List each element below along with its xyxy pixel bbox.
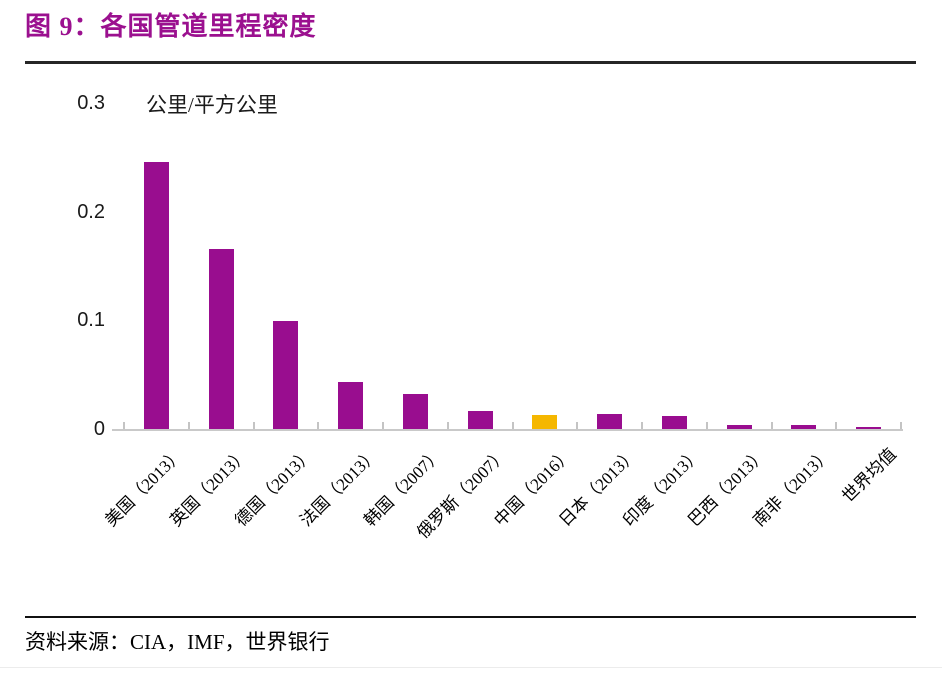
source-label: 资料来源： — [25, 630, 130, 654]
category-slot: 世界均值 — [835, 103, 901, 506]
x-axis-tick — [576, 422, 579, 429]
category-slot: 日本（2013） — [555, 103, 642, 530]
category-slot: 韩国（2007） — [361, 103, 448, 530]
page-bottom-hairline — [0, 667, 942, 668]
plot-area: 美国（2013） 英国（2013） 德国（2013） 法国（2013） 韩国（2007）… — [102, 103, 903, 542]
x-axis-tick — [382, 422, 384, 429]
source-line: 资料来源：CIA，IMF，世界银行 — [25, 626, 330, 656]
title-divider-rule — [25, 61, 916, 64]
y-axis-tick-label: 0.3 — [77, 92, 105, 114]
bar — [208, 248, 234, 429]
bar — [856, 426, 882, 429]
category-slot: 法国（2013） — [296, 103, 383, 530]
y-axis-tick-label: 0.2 — [77, 200, 105, 223]
figure-title: 图 9：各国管道里程密度 — [25, 12, 317, 41]
bar — [661, 415, 687, 429]
x-axis-line — [112, 429, 903, 431]
x-axis-tick — [770, 422, 773, 429]
bar — [338, 382, 364, 429]
x-axis-category-label: 世界均值 — [838, 444, 900, 507]
x-axis-tick — [123, 422, 125, 429]
category-slot: 印度（2013） — [620, 103, 707, 530]
bar — [273, 321, 299, 429]
source-text: CIA，IMF，世界银行 — [130, 630, 330, 654]
x-axis-tick — [252, 422, 255, 429]
bar — [143, 161, 169, 429]
category-slot: 美国（2013） — [102, 103, 189, 530]
bar — [467, 410, 493, 429]
x-axis-tick — [187, 422, 190, 429]
bar — [597, 413, 623, 429]
category-slot: 俄罗斯（2007） — [414, 103, 513, 542]
bar — [791, 424, 817, 429]
y-axis-tick-labels: 0.3 0.2 0.1 0 — [25, 0, 105, 480]
x-axis-tick — [446, 422, 449, 429]
category-slot: 南非（2013） — [749, 103, 837, 530]
category-slot: 中国（2016） — [490, 103, 578, 530]
x-axis-end-tick — [900, 422, 902, 429]
footer-divider-rule — [25, 616, 916, 618]
y-axis-unit-label: 公里/平方公里 — [146, 93, 278, 117]
bar — [402, 394, 428, 429]
bar — [726, 424, 752, 429]
y-axis-tick-label: 0.1 — [77, 309, 105, 332]
y-axis-tick-label: 0 — [93, 418, 105, 440]
category-slot: 英国（2013） — [167, 103, 254, 530]
category-slot: 巴西（2013） — [685, 103, 772, 530]
x-axis-tick — [705, 422, 708, 429]
x-axis-tick — [835, 422, 838, 429]
x-axis-tick — [641, 422, 643, 429]
bar — [532, 414, 558, 429]
x-axis-tick — [317, 422, 320, 429]
x-axis-tick — [511, 422, 514, 429]
category-slot: 德国（2013） — [231, 103, 319, 530]
